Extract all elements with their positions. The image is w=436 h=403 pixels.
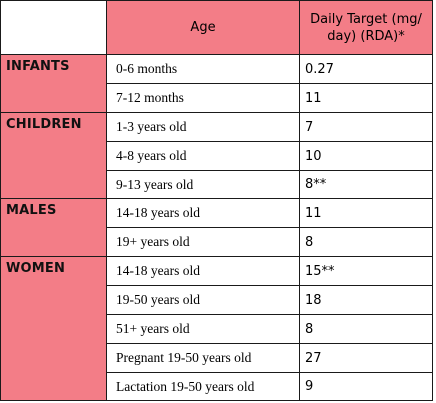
table-row-value: 9 (299, 372, 433, 401)
table-row-value: 11 (299, 198, 433, 228)
age-text: 7-12 months (116, 90, 184, 105)
table-row-age: 9-13 years old (106, 170, 300, 199)
age-text: 14-18 years old (116, 205, 200, 220)
table-row-age: 19-50 years old (106, 285, 300, 315)
table-row-age: 1-3 years old (106, 112, 300, 142)
age-column-header: Age (106, 0, 300, 55)
group-label-women: WOMEN (0, 256, 107, 401)
group-name: WOMEN (6, 261, 66, 276)
value-text: 11 (305, 205, 322, 221)
value-text: 11 (305, 90, 322, 106)
table-row-age: 51+ years old (106, 314, 300, 344)
table-row-value: 11 (299, 83, 433, 113)
table-row-value: 8 (299, 227, 433, 257)
value-text: 15** (305, 263, 335, 279)
table-row-age: 0-6 months (106, 54, 300, 84)
table-row-age: Lactation 19-50 years old (106, 372, 300, 401)
table-row-value: 18 (299, 285, 433, 315)
value-text: 9 (305, 379, 314, 394)
group-label-infants: INFANTS (0, 54, 107, 113)
age-text: Pregnant 19-50 years old (116, 350, 252, 365)
value-text: 0.27 (305, 61, 334, 77)
group-name: CHILDREN (6, 117, 82, 132)
age-header-label: Age (190, 20, 216, 35)
table-row-value: 27 (299, 343, 433, 373)
table-row-value: 8 (299, 314, 433, 344)
age-text: 51+ years old (116, 321, 190, 336)
group-name: INFANTS (6, 59, 70, 74)
age-text: 1-3 years old (116, 119, 187, 134)
table-row-value: 8** (299, 170, 433, 199)
age-text: 14-18 years old (116, 263, 200, 278)
value-text: 8 (305, 234, 314, 250)
age-text: 19-50 years old (116, 292, 200, 307)
table-row-age: 4-8 years old (106, 141, 300, 171)
daily-target-column-header: Daily Target (mg/ day) (RDA)* (299, 0, 433, 55)
value-text: 10 (305, 148, 322, 164)
table-row-value: 7 (299, 112, 433, 142)
table-row-value: 15** (299, 256, 433, 286)
age-text: 19+ years old (116, 234, 190, 249)
age-text: 9-13 years old (116, 176, 194, 192)
group-name: MALES (6, 203, 57, 218)
value-text: 27 (305, 350, 322, 366)
age-text: 0-6 months (116, 61, 178, 76)
table-row-age: 7-12 months (106, 83, 300, 113)
daily-target-header-label: Daily Target (mg/ day) (RDA)* (310, 11, 422, 44)
age-text: 4-8 years old (116, 148, 187, 163)
table-corner-cell (0, 0, 107, 55)
value-text: 8** (305, 177, 327, 192)
group-label-males: MALES (0, 198, 107, 257)
value-text: 7 (305, 119, 314, 135)
group-label-children: CHILDREN (0, 112, 107, 199)
table-row-age: 14-18 years old (106, 198, 300, 228)
age-text: Lactation 19-50 years old (116, 378, 255, 394)
table-row-value: 10 (299, 141, 433, 171)
table-row-age: 14-18 years old (106, 256, 300, 286)
table-row-age: 19+ years old (106, 227, 300, 257)
value-text: 18 (305, 292, 322, 308)
table-row-value: 0.27 (299, 54, 433, 84)
table-row-age: Pregnant 19-50 years old (106, 343, 300, 373)
value-text: 8 (305, 321, 314, 337)
